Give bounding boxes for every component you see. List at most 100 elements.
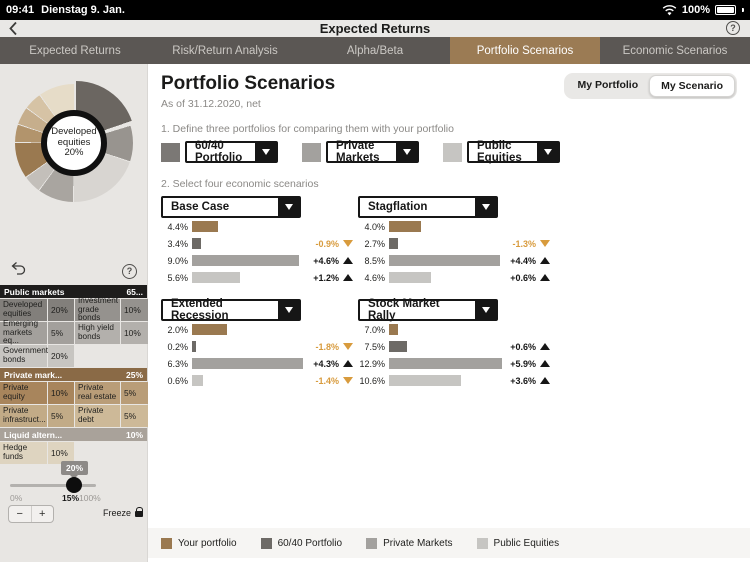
- tab-bar: Expected Returns Risk/Return Analysis Alph…: [0, 37, 750, 64]
- return-bar: [389, 358, 502, 369]
- portfolio-private-markets-dropdown[interactable]: Private Markets: [326, 140, 419, 164]
- legend-label: Your portfolio: [178, 537, 237, 549]
- return-bar-row: 12.9% +5.9%: [358, 355, 550, 372]
- slider-track[interactable]: [10, 484, 96, 487]
- asset-name-cell[interactable]: Government bonds: [0, 345, 48, 367]
- toggle-my-scenario[interactable]: My Scenario: [649, 75, 735, 97]
- portfolio-public-equities-dropdown[interactable]: Public Equities: [467, 140, 560, 164]
- asset-value-cell: [121, 345, 148, 367]
- main-content: Portfolio Scenarios As of 31.12.2020, ne…: [148, 64, 750, 562]
- return-bar: [389, 255, 500, 266]
- allocation-donut-chart[interactable]: Developed equities 20%: [15, 81, 135, 202]
- table-group-header-private-mark: Private mark... 25%: [0, 368, 147, 381]
- help-button-sidebar[interactable]: ?: [122, 263, 137, 279]
- back-chevron-icon: [9, 21, 17, 36]
- asset-name-cell[interactable]: Private real estate: [75, 382, 120, 404]
- tab-economic-scenarios[interactable]: Economic Scenarios: [622, 44, 728, 57]
- asset-value-cell[interactable]: 20%: [48, 299, 74, 321]
- bar-area: [389, 341, 506, 352]
- asset-name-cell[interactable]: Developed equities: [0, 299, 47, 321]
- delta-value: -1.3%: [512, 238, 536, 249]
- portfolio-selector-public-equities: Public Equities: [443, 140, 560, 164]
- asset-name-cell[interactable]: High yield bonds: [75, 322, 120, 344]
- dropdown-arrow-button[interactable]: [537, 143, 558, 161]
- asset-value-cell[interactable]: 10%: [121, 299, 148, 321]
- delta-value: -1.4%: [315, 375, 339, 386]
- asset-value-cell[interactable]: 5%: [48, 322, 74, 344]
- dropdown-arrow-button[interactable]: [475, 301, 496, 319]
- asset-value-cell[interactable]: 5%: [121, 405, 148, 427]
- triangle-up-icon: [343, 274, 353, 281]
- scenario-stagflation-dropdown[interactable]: Stagflation: [358, 196, 498, 218]
- asset-name-cell[interactable]: Hedge funds: [0, 442, 47, 464]
- dropdown-selected-value: Stagflation: [368, 201, 428, 213]
- return-value-label: 9.0%: [167, 255, 188, 266]
- tab-risk-return-analysis[interactable]: Risk/Return Analysis: [172, 44, 278, 57]
- chevron-down-icon: [481, 307, 490, 313]
- return-bar: [192, 221, 219, 232]
- legend-bar: Your portfolio 60/40 Portfolio Private Mar…: [148, 528, 750, 558]
- slider-min-label: 0%: [10, 493, 23, 503]
- triangle-up-icon: [540, 360, 550, 367]
- bar-area: [389, 272, 506, 283]
- dropdown-arrow-button[interactable]: [278, 301, 299, 319]
- return-bar: [389, 238, 398, 249]
- asset-name-cell[interactable]: Emerging markets eq...: [0, 319, 47, 345]
- delta-vs-your-portfolio: -1.4%: [309, 376, 353, 386]
- asset-value-cell[interactable]: 10%: [121, 322, 148, 344]
- triangle-up-icon: [540, 274, 550, 281]
- asset-name-cell[interactable]: Private infrastruct...: [0, 405, 47, 427]
- scenario-base-case-dropdown[interactable]: Base Case: [161, 196, 301, 218]
- dropdown-arrow-button[interactable]: [278, 198, 299, 216]
- undo-button[interactable]: [10, 261, 27, 281]
- asset-value-cell[interactable]: 5%: [48, 405, 74, 427]
- portfolio-60-40-portfolio-dropdown[interactable]: 60/40 Portfolio: [185, 140, 278, 164]
- asset-value-cell[interactable]: 10%: [48, 382, 74, 404]
- asset-name-cell[interactable]: Private debt: [75, 405, 120, 427]
- return-value-label: 2.0%: [167, 324, 188, 335]
- delta-vs-your-portfolio: +5.9%: [506, 359, 550, 369]
- asset-name-cell[interactable]: Investment grade bonds: [75, 296, 120, 322]
- triangle-up-icon: [540, 343, 550, 350]
- return-bar: [192, 375, 203, 386]
- bar-area: [389, 324, 506, 335]
- table-group-header-public-markets: Public markets 65...: [0, 285, 147, 298]
- portfolio-color-swatch: [443, 142, 462, 162]
- delta-value: +4.3%: [313, 358, 339, 369]
- legend-label: 60/40 Portfolio: [277, 537, 343, 549]
- triangle-up-icon: [540, 377, 550, 384]
- portfolio-selector-60-40-portfolio: 60/40 Portfolio: [161, 140, 278, 164]
- increment-button[interactable]: +: [39, 508, 46, 520]
- scenario-extended-recession-dropdown[interactable]: Extended Recession: [161, 298, 301, 322]
- asset-name-cell[interactable]: Private equity: [0, 382, 47, 404]
- tab-expected-returns[interactable]: Expected Returns: [29, 44, 121, 57]
- return-bar-row: 0.6% -1.4%: [161, 372, 353, 389]
- chevron-down-icon: [543, 149, 552, 155]
- donut-center-label: Developed equities 20%: [41, 110, 107, 176]
- toggle-my-portfolio[interactable]: My Portfolio: [577, 79, 639, 91]
- dropdown-arrow-button[interactable]: [396, 143, 417, 161]
- back-button[interactable]: [8, 21, 18, 41]
- tab-alpha-beta[interactable]: Alpha/Beta: [346, 44, 404, 57]
- slider-max-label: 100%: [79, 493, 101, 503]
- asset-value-cell[interactable]: 10%: [48, 442, 74, 464]
- help-button-top[interactable]: ?: [726, 21, 740, 35]
- scenario-stock-market-rally-dropdown[interactable]: Stock Market Rally: [358, 298, 498, 322]
- lock-icon: [135, 507, 144, 517]
- chevron-down-icon: [402, 149, 411, 155]
- allocation-slider-block: 20% 0% 15% 100% − + Freeze: [0, 457, 147, 547]
- return-value-label: 8.5%: [364, 255, 385, 266]
- return-bar-row: 4.0%: [358, 218, 550, 235]
- asset-value-cell[interactable]: 5%: [121, 382, 148, 404]
- triangle-up-icon: [540, 257, 550, 264]
- tab-portfolio-scenarios[interactable]: Portfolio Scenarios: [450, 37, 600, 64]
- dropdown-arrow-button[interactable]: [475, 198, 496, 216]
- table-group-header-liquid-altern: Liquid altern... 10%: [0, 428, 147, 441]
- asset-value-cell[interactable]: 20%: [48, 345, 74, 367]
- decrement-button[interactable]: −: [9, 506, 32, 522]
- dropdown-arrow-button[interactable]: [255, 143, 276, 161]
- step-1-label: 1. Define three portfolios for comparing…: [161, 123, 454, 135]
- freeze-toggle[interactable]: Freeze: [103, 507, 144, 518]
- return-bar-row: 8.5% +4.4%: [358, 252, 550, 269]
- slider-handle[interactable]: [66, 477, 82, 493]
